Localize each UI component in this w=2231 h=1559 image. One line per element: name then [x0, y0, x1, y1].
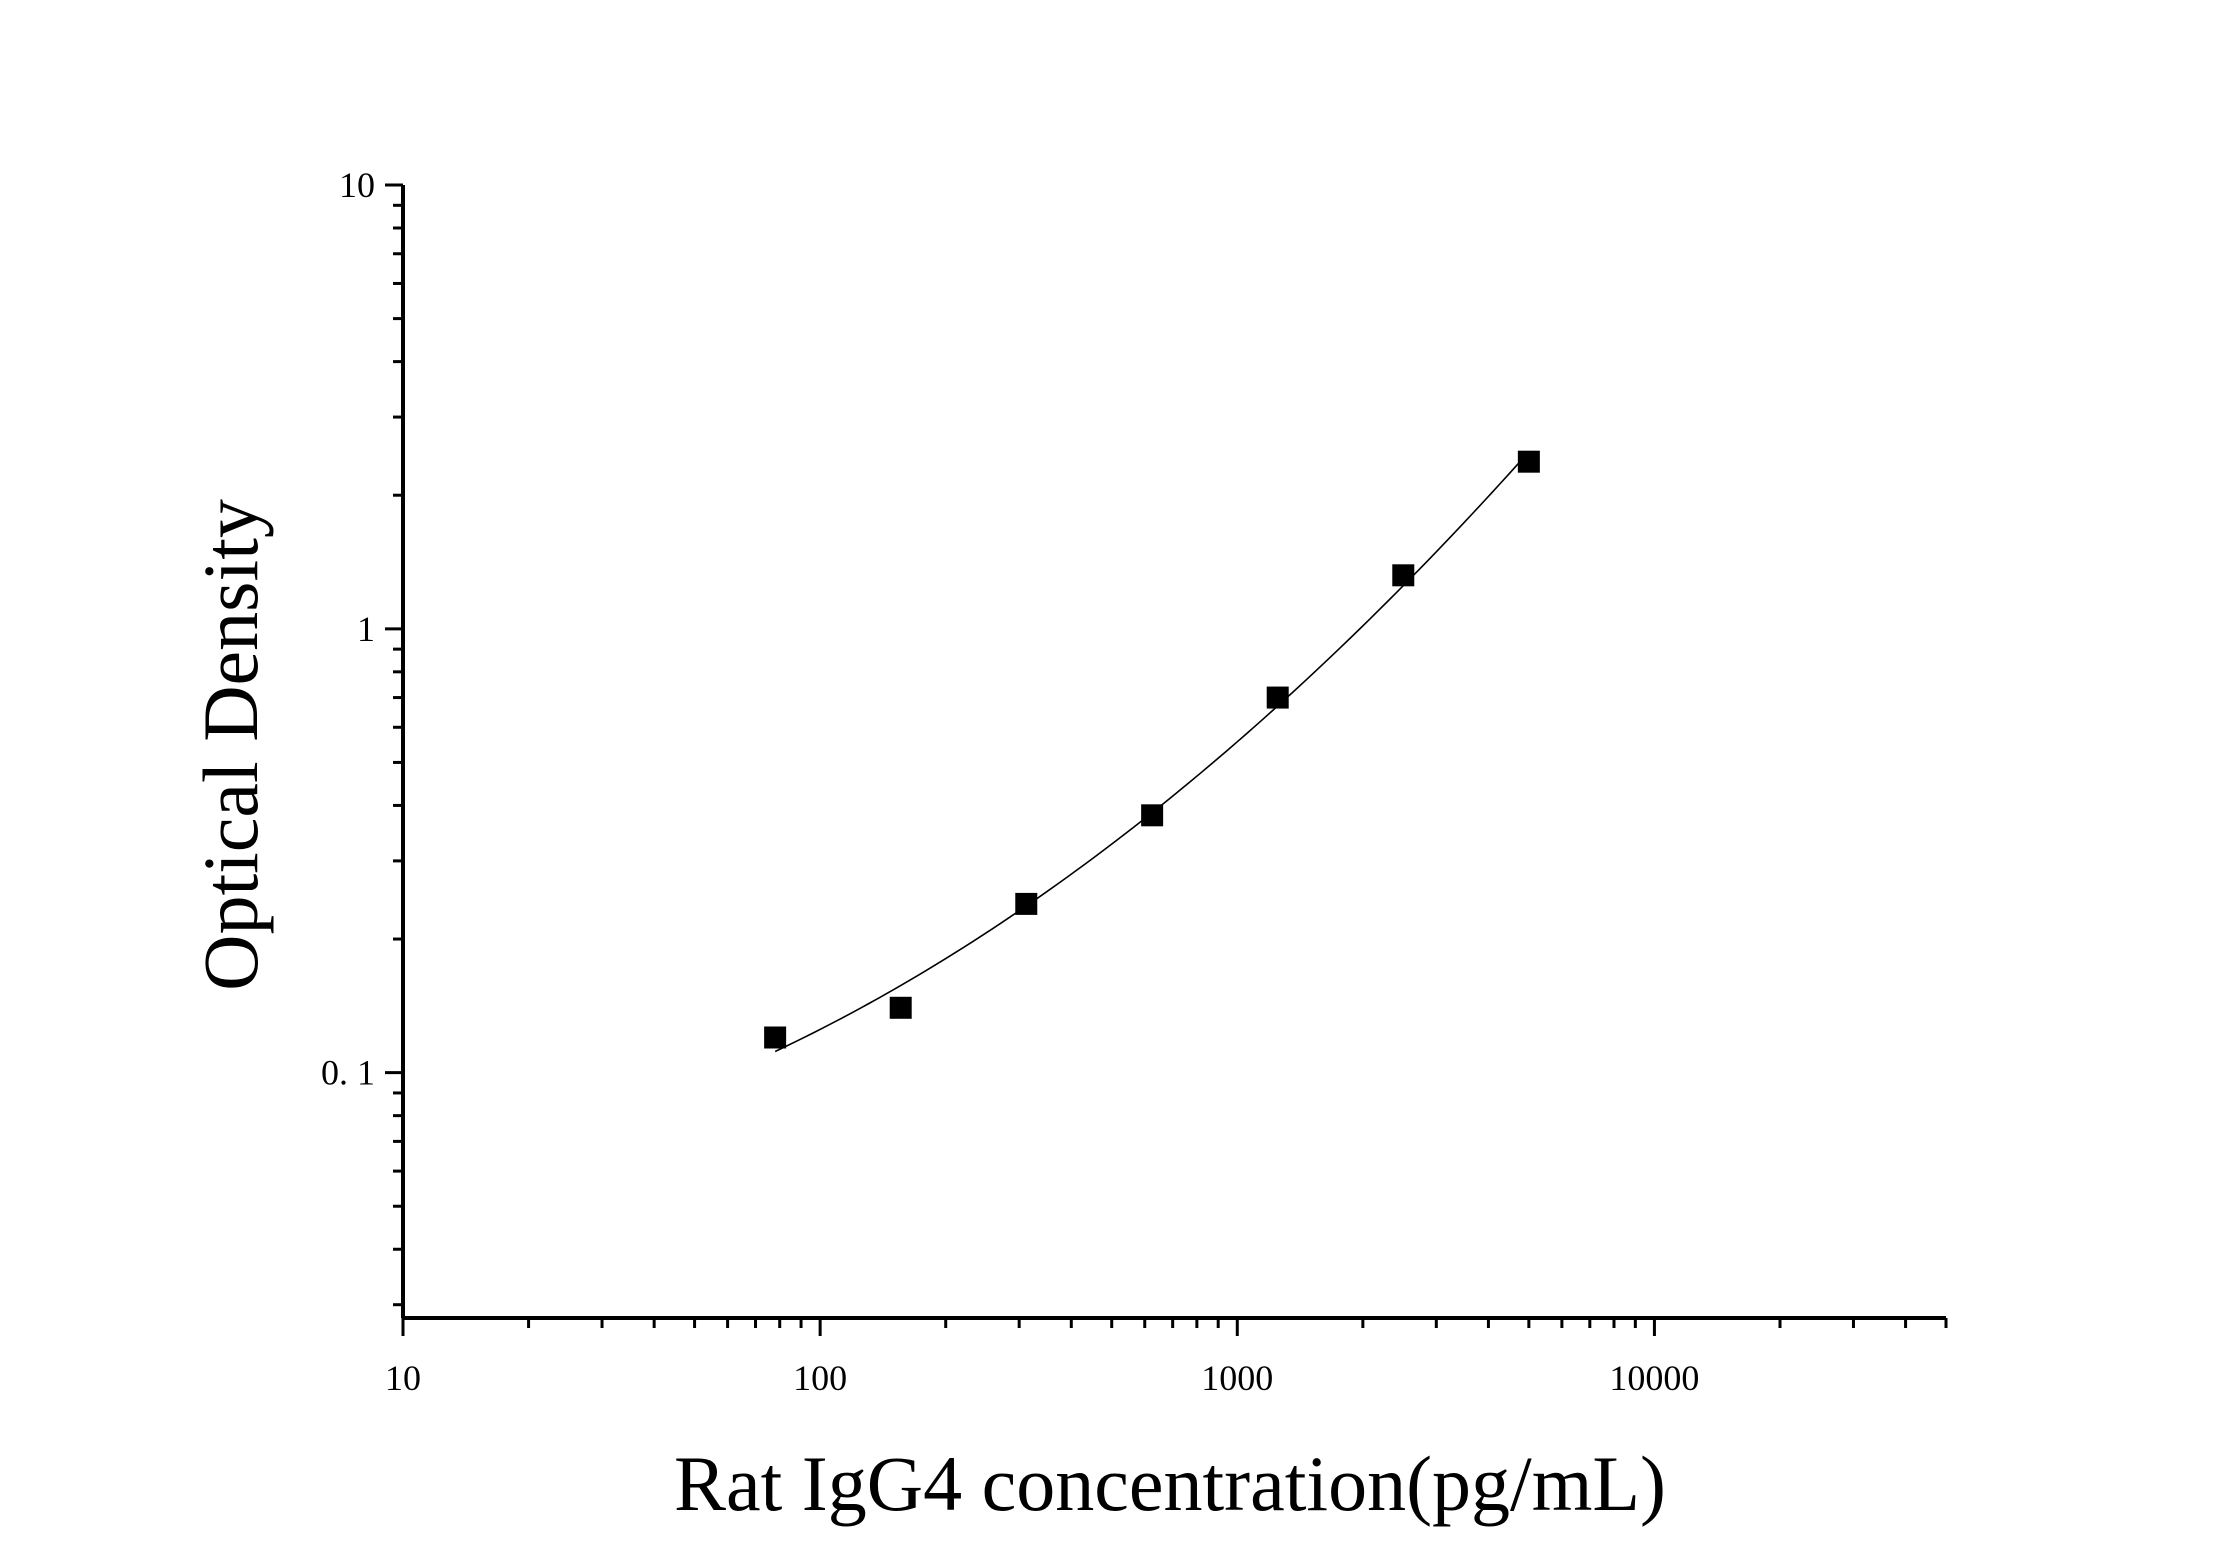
- y-tick-label: 1: [357, 609, 375, 649]
- fit-curve: [774, 451, 1530, 1053]
- y-tick-label: 0. 1: [321, 1053, 375, 1093]
- data-point: [764, 1026, 787, 1049]
- x-tick-label: 1000: [1201, 1358, 1273, 1398]
- data-point: [889, 996, 912, 1019]
- data-point: [1015, 892, 1038, 915]
- y-tick-label: 10: [339, 165, 375, 205]
- data-point: [1392, 564, 1415, 587]
- axes: 10 100 1000 10000 10 1 0. 1: [321, 165, 1948, 1398]
- x-axis-title: Rat IgG4 concentration(pg/mL): [674, 1440, 1666, 1527]
- data-point: [1266, 686, 1289, 709]
- y-axis-title: Optical Density: [187, 499, 274, 991]
- data-point: [1141, 804, 1164, 827]
- x-tick-label: 10000: [1609, 1358, 1699, 1398]
- fit-curve-group: [774, 451, 1530, 1053]
- data-point: [1517, 450, 1540, 473]
- x-tick-label: 10: [385, 1358, 421, 1398]
- x-tick-label: 100: [793, 1358, 847, 1398]
- data-points-group: [764, 450, 1540, 1049]
